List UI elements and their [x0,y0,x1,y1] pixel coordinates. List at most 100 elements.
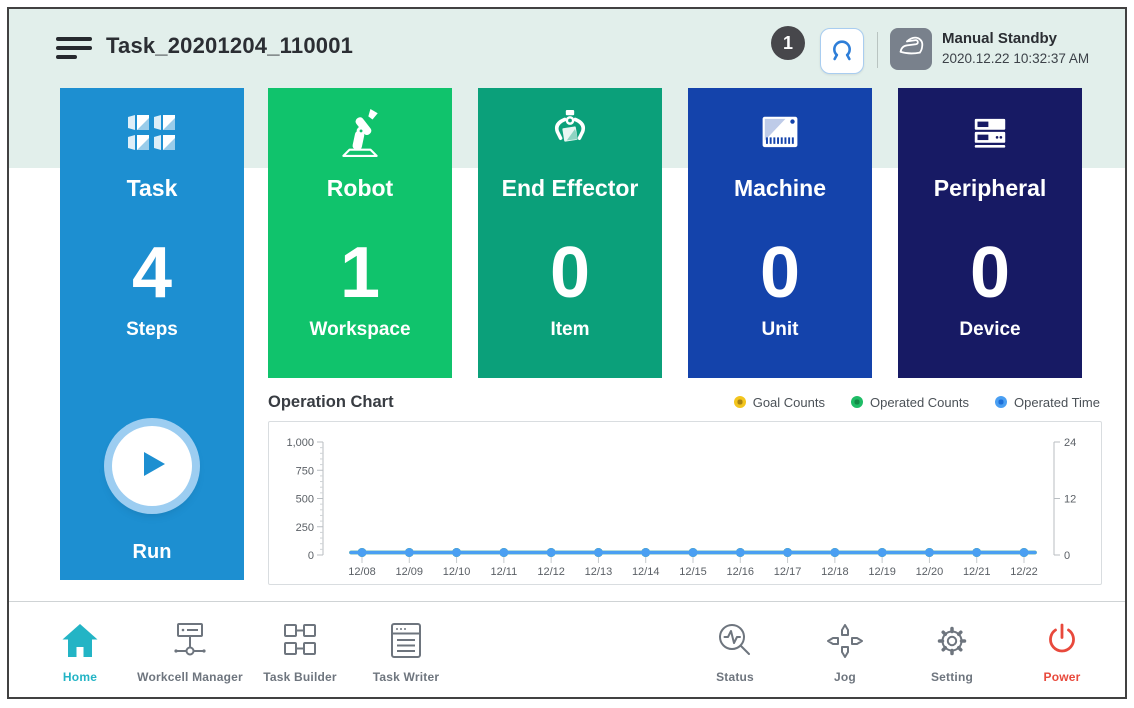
nav-home[interactable]: Home [15,602,145,697]
card-robot-value: 1 [339,233,381,313]
card-robot[interactable]: Robot 1 Workspace [268,88,452,378]
nav-task-writer[interactable]: Task Writer [341,602,471,697]
card-peripheral[interactable]: Peripheral 0 Device [898,88,1082,378]
card-machine-label: Machine [733,175,827,201]
robot-mode-button[interactable] [890,28,932,70]
hand-icon [895,31,927,68]
svg-text:500: 500 [296,494,314,506]
goal-counts-dot-icon [733,396,746,408]
card-machine-value: 0 [759,233,801,313]
svg-text:12/15: 12/15 [679,566,707,578]
bottom-nav: Home Workcell Manager [9,601,1125,697]
task-writer-icon [384,620,428,667]
run-button-label: Run [132,541,172,563]
mode-status-label: Manual Standby [942,30,1058,47]
legend-operated-counts: Operated Counts [850,394,969,410]
notification-badge: 1 [771,26,805,60]
nav-home-label: Home [62,670,98,684]
card-robot-unit: Workspace [309,319,411,340]
operated-counts-dot-icon [850,396,863,408]
end-effector-quick-button[interactable] [820,28,864,74]
svg-text:12/18: 12/18 [821,566,849,578]
svg-text:12/12: 12/12 [537,566,565,578]
end-effector-icon [478,104,662,162]
svg-text:12/11: 12/11 [490,566,517,578]
card-peripheral-unit: Device [959,319,1021,340]
svg-text:750: 750 [296,465,314,477]
svg-text:12/22: 12/22 [1010,566,1038,578]
home-icon [58,620,102,667]
gripper-icon [826,32,858,71]
card-peripheral-value: 0 [969,233,1011,313]
nav-status-label: Status [716,670,754,684]
chart-legend: Goal Counts Operated Counts Operated Tim… [733,394,1100,410]
task-title: Task_20201204_110001 [106,33,354,58]
svg-text:12/16: 12/16 [727,566,755,578]
machine-icon [688,104,872,162]
card-task[interactable]: Task 4 Steps Run [60,88,244,580]
svg-text:12/20: 12/20 [916,566,944,578]
card-end-effector-value: 0 [549,233,591,313]
nav-setting[interactable]: Setting [887,602,1017,697]
workcell-manager-icon [168,620,212,667]
nav-setting-label: Setting [930,670,974,684]
nav-task-writer-label: Task Writer [372,670,440,684]
svg-text:12/08: 12/08 [348,566,376,578]
svg-text:1,000: 1,000 [286,437,314,449]
svg-text:12/19: 12/19 [868,566,896,578]
card-end-effector[interactable]: End Effector 0 Item [478,88,662,378]
run-button[interactable] [112,426,192,506]
svg-text:12/21: 12/21 [963,566,991,578]
jog-icon [823,620,867,667]
svg-text:24: 24 [1064,437,1076,449]
chart-header: Operation Chart Goal Counts Operated Cou… [268,391,1100,413]
header-divider [877,32,878,68]
legend-operated-counts-label: Operated Counts [869,394,969,410]
svg-text:12/17: 12/17 [774,566,802,578]
peripheral-icon [898,104,1082,162]
play-icon [135,447,169,486]
nav-jog-label: Jog [834,670,856,684]
svg-text:12: 12 [1064,494,1076,506]
card-machine[interactable]: Machine 0 Unit [688,88,872,378]
setting-icon [930,620,974,667]
operation-chart: 1,000 750 500 250 0 24 12 0 12/08 12/09 12/10 12/11… [268,421,1102,585]
operation-chart-canvas: 1,000 750 500 250 0 24 12 0 12/08 12/09 12/10 12/11… [286,437,1076,578]
nav-workcell-manager-label: Workcell Manager [137,670,243,684]
svg-text:0: 0 [308,550,314,562]
nav-power-label: Power [1043,670,1081,684]
robot-icon [268,104,452,162]
menu-hamburger-icon[interactable] [56,37,92,63]
nav-power[interactable]: Power [997,602,1127,697]
card-task-label: Task [126,175,178,201]
svg-text:250: 250 [296,522,314,534]
operated-time-dot-icon [995,396,1007,408]
svg-text:0: 0 [1064,550,1070,562]
svg-text:12/09: 12/09 [396,566,424,578]
card-peripheral-label: Peripheral [933,175,1047,201]
nav-task-builder[interactable]: Task Builder [235,602,365,697]
legend-operated-time: Operated Time [995,395,1100,410]
task-builder-icon [278,620,322,667]
nav-jog[interactable]: Jog [780,602,910,697]
nav-task-builder-label: Task Builder [263,670,337,684]
svg-text:12/14: 12/14 [632,566,660,578]
chart-title: Operation Chart [268,392,394,411]
legend-operated-time-label: Operated Time [1014,394,1100,410]
task-icon [60,104,244,162]
legend-goal-counts-label: Goal Counts [752,394,825,410]
card-end-effector-unit: Item [550,319,590,340]
status-icon [713,620,757,667]
mode-status-block: Manual Standby 2020.12.22 10:32:37 AM [942,30,1089,68]
svg-text:12/13: 12/13 [585,566,613,578]
card-robot-label: Robot [326,175,394,201]
status-timestamp: 2020.12.22 10:32:37 AM [942,50,1090,66]
card-end-effector-label: End Effector [501,175,639,201]
card-machine-unit: Unit [761,319,799,340]
legend-goal-counts: Goal Counts [733,394,825,410]
nav-workcell-manager[interactable]: Workcell Manager [125,602,255,697]
nav-status[interactable]: Status [670,602,800,697]
card-task-unit: Steps [126,319,178,340]
svg-text:12/10: 12/10 [443,566,471,578]
card-task-value: 4 [131,233,173,313]
